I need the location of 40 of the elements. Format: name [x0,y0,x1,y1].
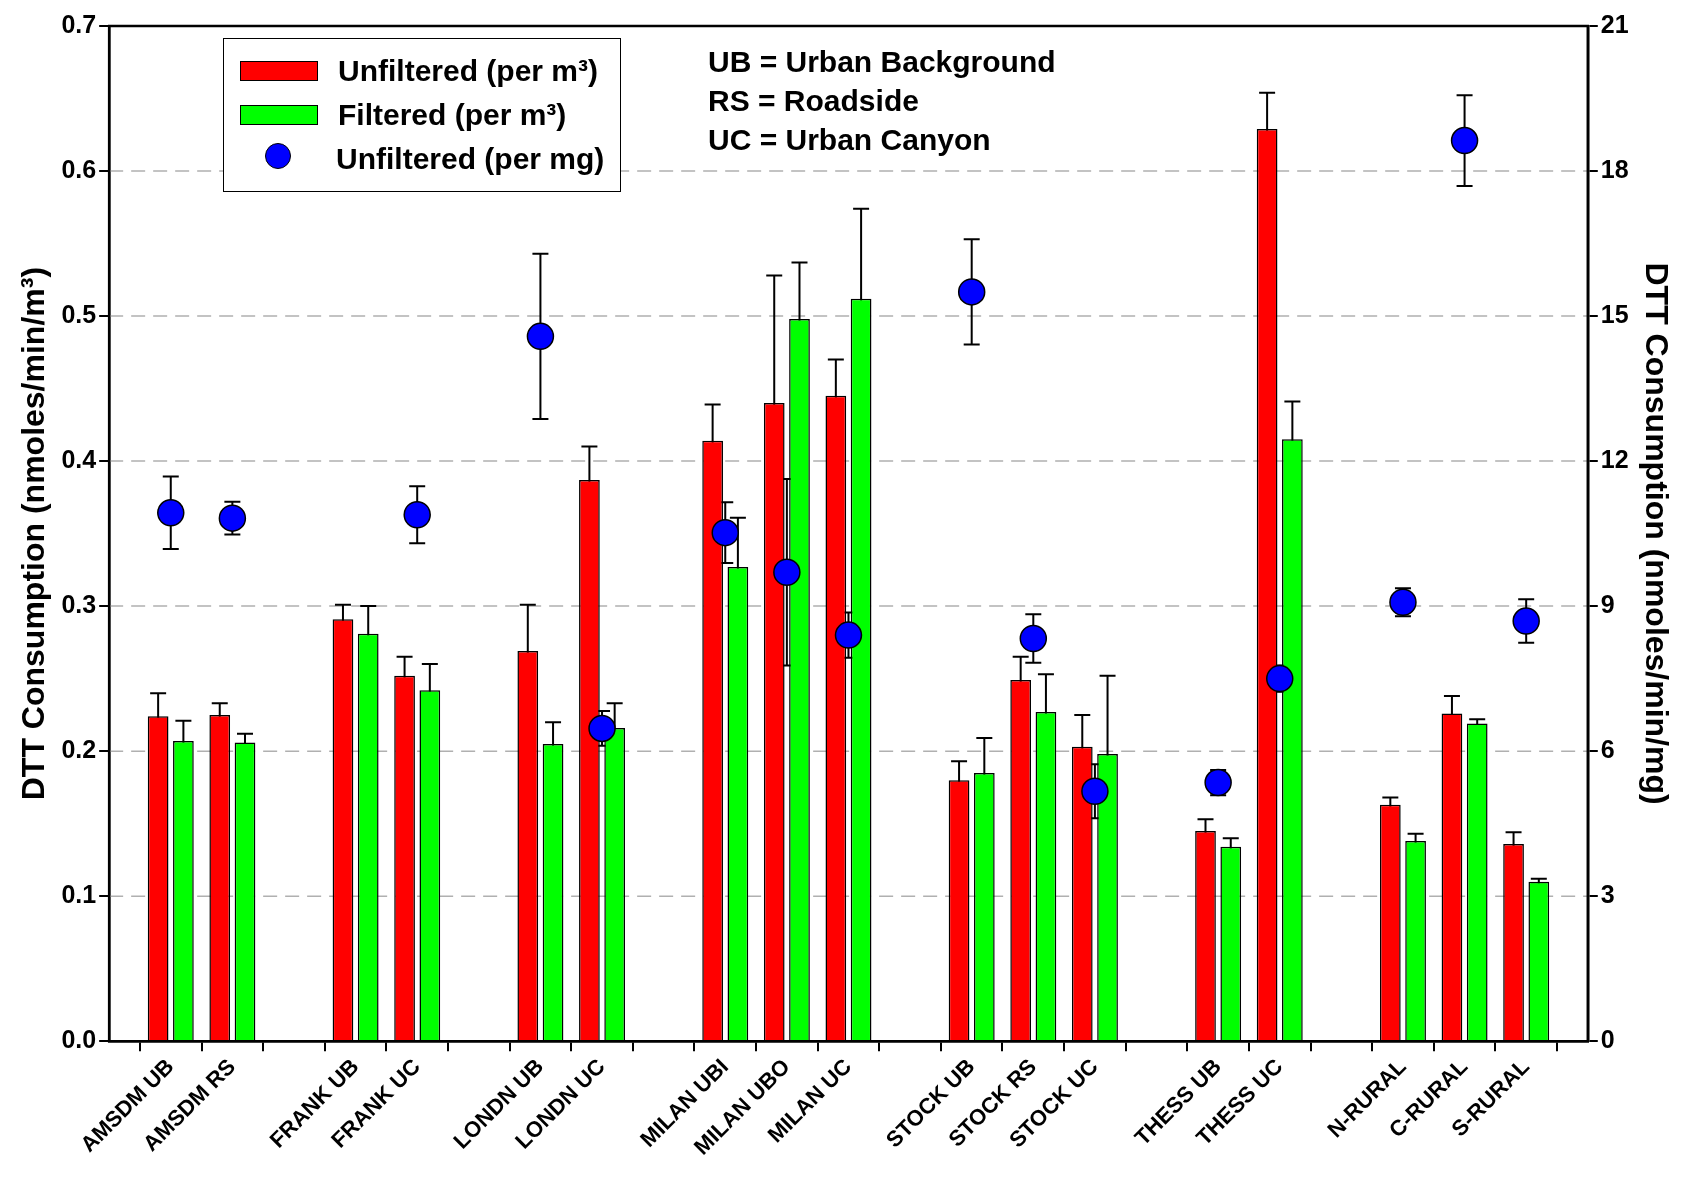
y2-axis-title: DTT Consumption (nmoles/min/mg) [1638,262,1675,805]
point [957,278,986,306]
y-tick-label: 0.4 [61,444,97,473]
point [773,558,801,587]
y-tick-label: 0.2 [61,735,97,764]
point [1389,588,1417,616]
y-tick-label: 0.3 [61,590,97,618]
y-tick-label: 0.7 [61,9,97,38]
point [157,499,185,527]
y2-tick-label: 18 [1600,154,1629,183]
y2-tick-label: 9 [1600,590,1615,618]
point [1019,624,1048,653]
point [588,714,616,743]
annotation: UB = Urban Background [708,44,1056,80]
y-tick-label: 0.1 [61,880,97,909]
point [1512,607,1540,635]
point [711,518,739,547]
y2-tick-label: 21 [1600,9,1629,38]
y-tick-label: 0.0 [61,1025,97,1054]
annotation: RS = Roadside [708,83,920,119]
y2-tick-label: 6 [1600,735,1615,764]
point [1081,777,1109,806]
y2-tick-label: 0 [1600,1025,1615,1054]
y-tick-label: 0.5 [61,299,97,328]
point [1265,664,1294,693]
point [1450,126,1479,155]
point [403,500,431,529]
point [218,504,247,532]
y2-tick-label: 15 [1600,299,1629,328]
y2-tick-label: 12 [1600,444,1629,473]
legend-label: Unfiltered (per mg) [336,142,605,176]
y-tick-label: 0.6 [61,154,97,183]
y-axis-title: DTT Consumption (nmoles/min/m³) [15,266,52,801]
y2-tick-label: 3 [1600,880,1615,909]
legend-label: Filtered (per m³) [338,98,567,132]
legend-label: Unfiltered (per m³) [338,54,599,88]
point [1204,768,1232,797]
annotation: UC = Urban Canyon [708,122,992,158]
point [526,322,555,351]
point [834,621,863,649]
